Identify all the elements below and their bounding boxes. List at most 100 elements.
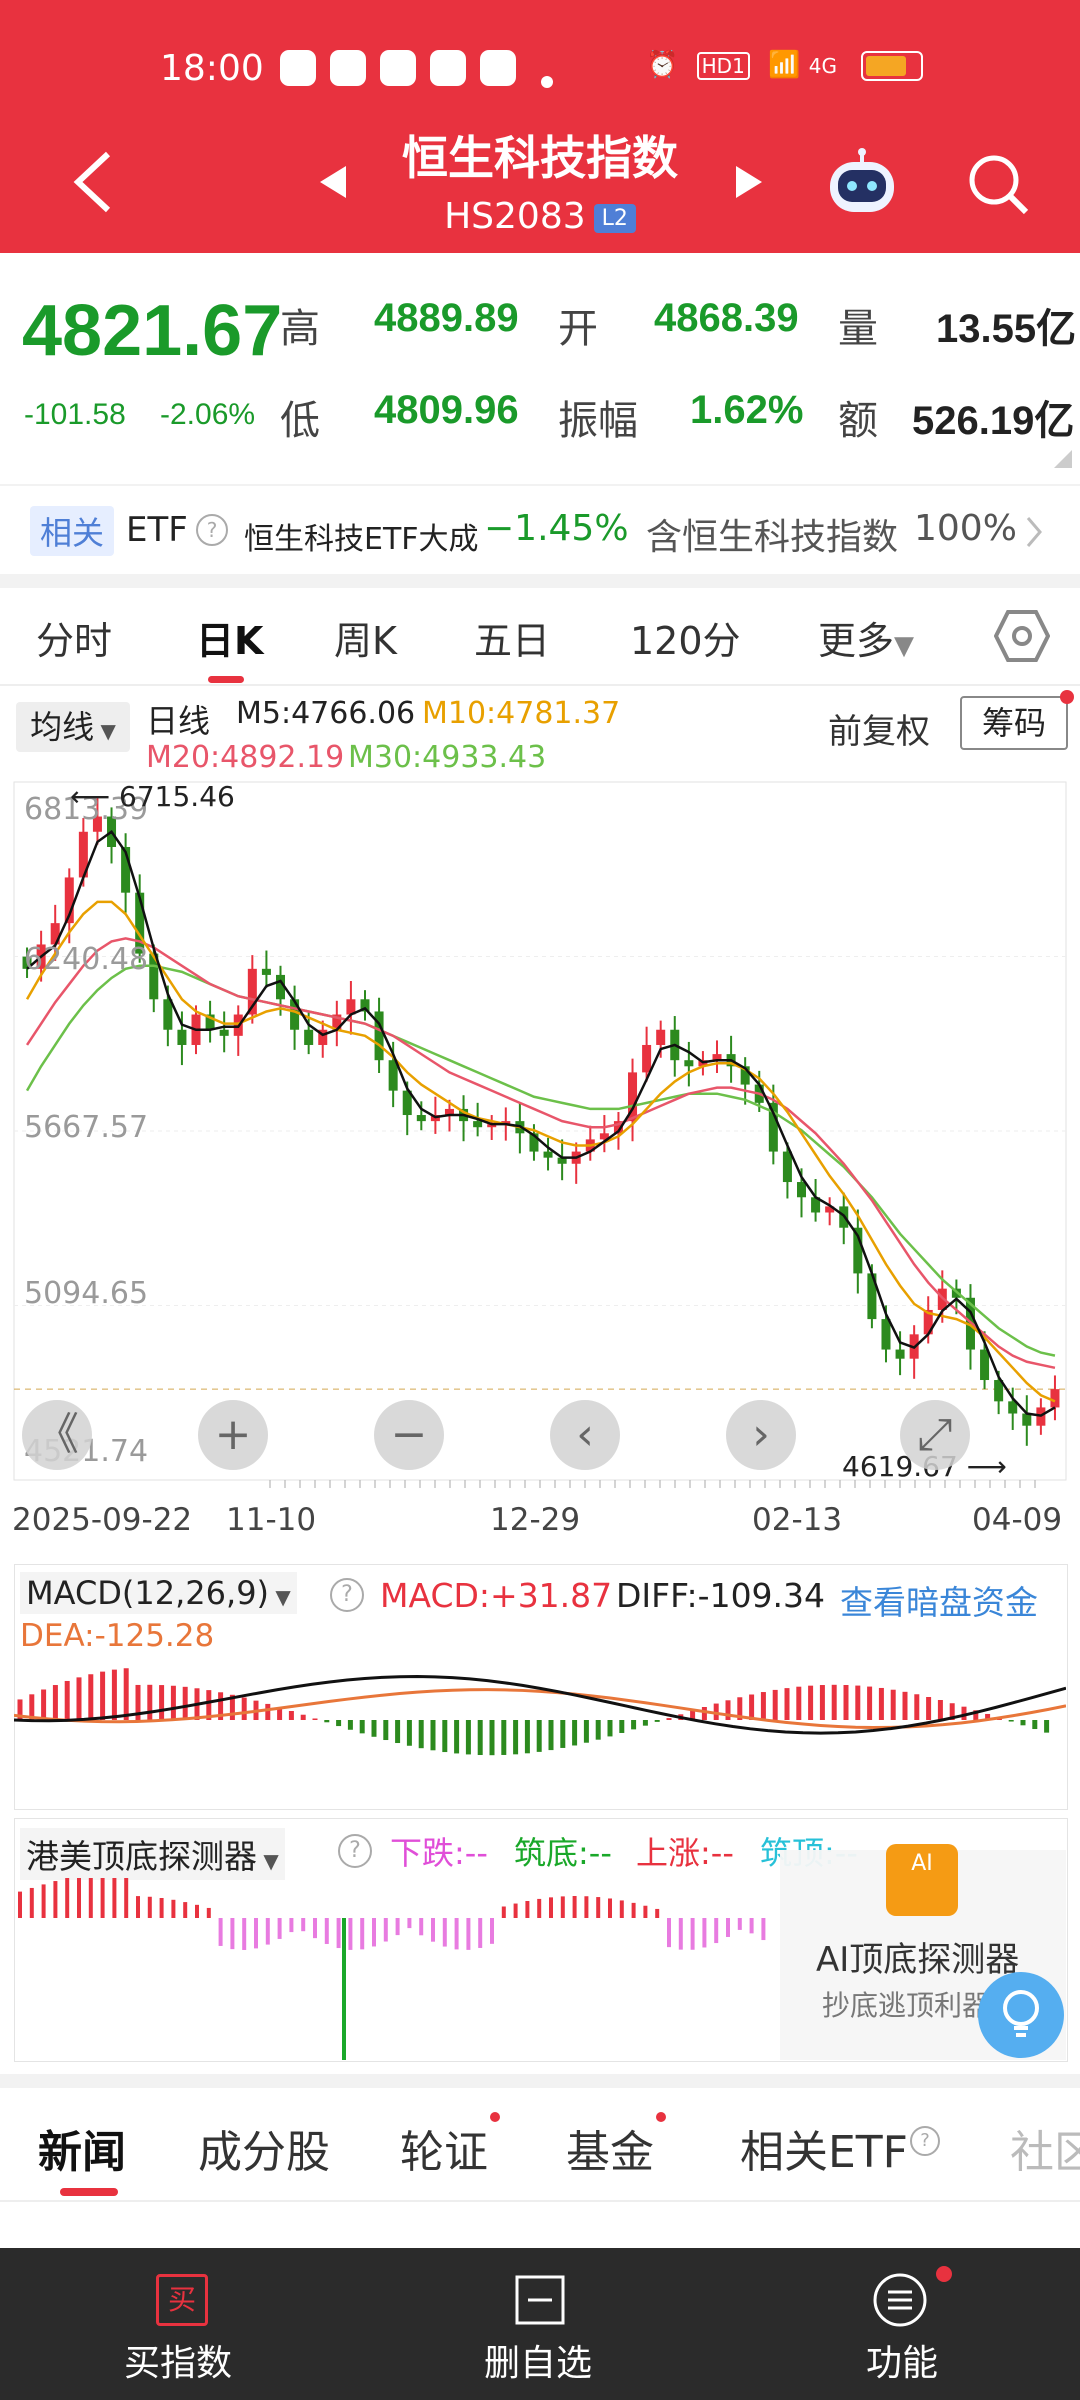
- x-axis-label: 12-29: [490, 1502, 581, 1538]
- candle-body: [684, 1060, 694, 1067]
- candle-body: [994, 1380, 1004, 1402]
- last-price: 4821.67: [22, 291, 283, 371]
- candle-body: [881, 1319, 891, 1350]
- tab-weekly-k[interactable]: 周K: [334, 619, 397, 663]
- help-icon[interactable]: ?: [330, 1578, 364, 1612]
- diff-value: DIFF:-109.34: [616, 1576, 826, 1615]
- app-notification-icon: [430, 50, 466, 86]
- ma5-value: M5:4766.06: [236, 696, 416, 731]
- function-button[interactable]: 功能: [866, 2343, 939, 2384]
- candle-body: [501, 1121, 511, 1125]
- tab-warrants[interactable]: 轮证: [400, 2127, 488, 2178]
- related-etf-row[interactable]: 相关 ETF ? 恒生科技ETF大成 −1.45% 含恒生科技指数 100%: [0, 490, 1080, 570]
- macd-selector-label: MACD(12,26,9): [26, 1574, 270, 1612]
- ma20-value: M20:4892.19: [146, 740, 345, 775]
- tab-daily-k[interactable]: 日K: [196, 619, 264, 663]
- search-icon[interactable]: [966, 152, 1030, 216]
- dropdown-icon: ▼: [269, 1585, 291, 1609]
- scroll-left-button[interactable]: ‹: [550, 1400, 620, 1470]
- high-value: 4889.89: [374, 296, 519, 340]
- rise-status: 上涨:--: [636, 1834, 734, 1872]
- tab-community[interactable]: 社区: [1010, 2127, 1080, 2178]
- candle-body: [1022, 1413, 1032, 1426]
- tab-components[interactable]: 成分股: [198, 2127, 330, 2178]
- remove-watchlist-button[interactable]: 删自选: [484, 2343, 593, 2384]
- candle-body: [740, 1066, 750, 1085]
- ai-detector-icon: AI: [886, 1844, 958, 1916]
- high-marker-arrow-icon: ⟵: [70, 780, 111, 813]
- tab-120min[interactable]: 120分: [630, 619, 741, 663]
- page-title: 恒生科技指数: [402, 131, 678, 185]
- etf-contain-label: 含恒生科技指数: [646, 517, 899, 558]
- notification-dot: [656, 2112, 666, 2122]
- level2-badge: L2: [593, 203, 636, 233]
- next-index-icon[interactable]: [734, 164, 764, 200]
- tab-intraday[interactable]: 分时: [36, 619, 113, 663]
- candle-body: [346, 999, 356, 1015]
- divider: [0, 2200, 1080, 2202]
- zoom-out-fully-button[interactable]: 《: [22, 1400, 92, 1470]
- candle-body: [374, 1011, 384, 1061]
- alarm-icon: ⏰: [646, 50, 679, 80]
- help-icon[interactable]: ?: [338, 1834, 372, 1868]
- tip-bulb-icon[interactable]: [978, 1972, 1064, 2058]
- dropdown-icon: ▼: [94, 719, 116, 743]
- y-axis-label: 5667.57: [24, 1110, 149, 1145]
- settings-icon[interactable]: [994, 608, 1050, 664]
- back-arrow-icon[interactable]: [70, 150, 114, 214]
- fullscreen-button[interactable]: ⤢: [900, 1400, 970, 1470]
- high-marker: ⟵ 6715.46: [70, 780, 235, 813]
- chart-frame: [13, 781, 1067, 1481]
- x-axis-label: 04-09: [972, 1502, 1063, 1538]
- candle-body: [219, 1029, 229, 1036]
- dark-pool-link[interactable]: 查看暗盘资金: [840, 1583, 1038, 1622]
- candle-body: [980, 1349, 990, 1381]
- tab-news[interactable]: 新闻: [38, 2127, 126, 2178]
- candle-body: [1008, 1401, 1018, 1414]
- amount-value: 526.19亿: [912, 399, 1075, 443]
- candle-body: [867, 1273, 877, 1320]
- expand-corner-icon[interactable]: [1054, 450, 1072, 468]
- buy-icon: 买: [156, 2274, 208, 2326]
- header: 18:00 ⏰ HD1 📶 4G 恒生科技指数 HS2083 L2: [0, 0, 1080, 253]
- candle-body: [92, 816, 102, 832]
- candle-body: [304, 1029, 314, 1045]
- candle-body: [318, 1029, 328, 1045]
- candle-body: [895, 1349, 905, 1359]
- buy-index-button[interactable]: 买指数: [124, 2343, 233, 2384]
- adjust-selector[interactable]: 前复权: [828, 712, 930, 752]
- kline-chart[interactable]: [0, 772, 1080, 1492]
- candle-body: [402, 1090, 412, 1116]
- detector-selector[interactable]: 港美顶底探测器 ▼: [20, 1828, 285, 1880]
- tab-more[interactable]: 更多▼: [818, 610, 914, 665]
- candle-body: [332, 1014, 342, 1030]
- app-notification-icon: [330, 50, 366, 86]
- scroll-right-button[interactable]: ›: [726, 1400, 796, 1470]
- low-marker-arrow-icon: ⟶: [966, 1450, 1007, 1483]
- macd-chart: [14, 1668, 1066, 1756]
- zoom-in-button[interactable]: +: [198, 1400, 268, 1470]
- ai-detector-subtitle: 抄底逃顶利器: [822, 1989, 991, 2022]
- dropdown-icon: ▼: [257, 1849, 279, 1873]
- chips-button[interactable]: 筹码: [960, 696, 1068, 750]
- candle-body: [529, 1133, 539, 1152]
- remove-watchlist-icon: [515, 2275, 565, 2325]
- candle-body: [853, 1227, 863, 1274]
- prev-index-icon[interactable]: [318, 164, 348, 200]
- ma-selector[interactable]: 均线 ▼: [16, 702, 130, 752]
- macd-panel[interactable]: [14, 1564, 1068, 1810]
- macd-selector[interactable]: MACD(12,26,9) ▼: [20, 1572, 297, 1614]
- tab-related-etf[interactable]: 相关ETF: [740, 2127, 908, 2178]
- tab-five-day[interactable]: 五日: [474, 619, 551, 663]
- etf-change: −1.45%: [484, 508, 629, 549]
- tab-funds[interactable]: 基金: [566, 2127, 654, 2178]
- zoom-out-button[interactable]: −: [374, 1400, 444, 1470]
- candle-body: [825, 1206, 835, 1213]
- detector-selector-label: 港美顶底探测器: [26, 1837, 257, 1876]
- robot-assistant-icon[interactable]: [824, 148, 900, 218]
- help-icon[interactable]: ?: [910, 2126, 940, 2156]
- battery-icon: [861, 50, 924, 81]
- notification-dot: [936, 2266, 952, 2282]
- help-icon[interactable]: ?: [196, 514, 228, 546]
- detector-panel[interactable]: [14, 1818, 1068, 2062]
